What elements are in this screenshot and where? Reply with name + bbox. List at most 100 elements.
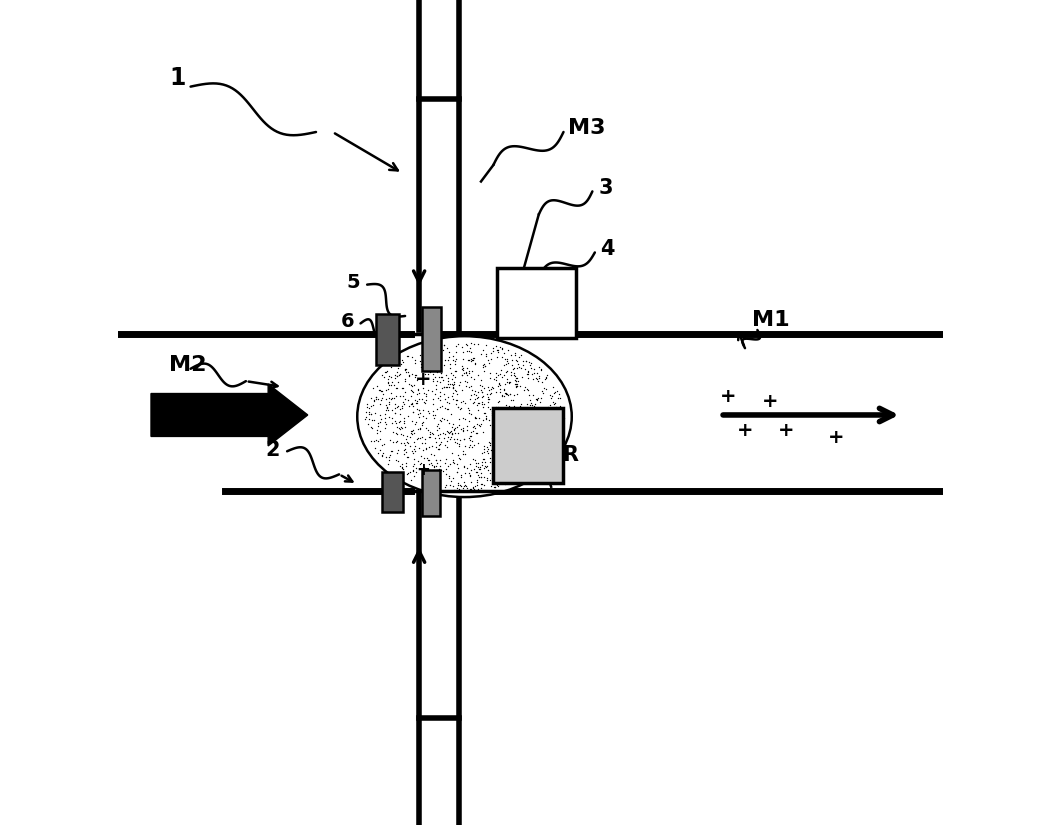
Point (454, 481, 471, 494)
Point (408, 396, 425, 409)
Point (509, 361, 526, 375)
Point (526, 363, 543, 376)
Point (498, 421, 515, 434)
Point (388, 365, 405, 379)
Point (471, 470, 488, 483)
Point (412, 348, 429, 361)
Point (414, 392, 431, 405)
Point (493, 427, 510, 441)
Point (540, 422, 557, 436)
Point (428, 378, 445, 391)
Point (441, 362, 458, 375)
Point (469, 475, 486, 488)
Point (484, 447, 501, 460)
Point (516, 423, 533, 436)
Point (456, 375, 473, 388)
Point (381, 433, 398, 446)
Point (449, 458, 466, 471)
Point (383, 444, 400, 457)
Point (474, 344, 491, 357)
Point (489, 409, 506, 422)
Point (472, 477, 489, 490)
Point (514, 370, 530, 383)
Point (358, 410, 375, 423)
Point (482, 451, 499, 464)
Point (396, 375, 413, 388)
Point (502, 349, 519, 362)
Text: +: + (415, 370, 432, 389)
Point (546, 441, 563, 455)
Point (485, 438, 502, 451)
Point (445, 479, 462, 493)
Point (378, 417, 395, 431)
Point (369, 416, 386, 429)
Point (388, 453, 405, 466)
Point (381, 369, 398, 382)
Point (512, 361, 529, 374)
Point (416, 342, 433, 355)
Point (488, 424, 505, 437)
Point (473, 446, 490, 460)
Point (472, 470, 489, 483)
Point (467, 480, 484, 493)
Point (528, 366, 545, 380)
Point (424, 360, 441, 373)
Point (493, 390, 510, 403)
Point (540, 437, 557, 450)
Point (490, 394, 507, 408)
Point (514, 463, 530, 476)
Point (542, 389, 559, 402)
Point (371, 408, 388, 422)
Point (498, 365, 515, 378)
Point (408, 432, 425, 446)
Point (480, 464, 497, 477)
Point (552, 402, 569, 415)
Point (455, 366, 472, 380)
Point (437, 438, 454, 451)
Point (515, 355, 532, 368)
Point (463, 389, 480, 402)
Point (511, 361, 528, 374)
Point (522, 403, 539, 416)
Point (487, 451, 504, 464)
Point (389, 375, 406, 389)
Point (502, 462, 519, 475)
Point (427, 409, 443, 422)
Point (363, 413, 380, 427)
Point (462, 482, 479, 495)
Point (407, 397, 424, 410)
Point (367, 390, 384, 403)
Point (551, 400, 568, 413)
Point (450, 400, 467, 413)
Point (468, 388, 485, 401)
Point (450, 412, 467, 426)
Point (458, 423, 475, 436)
Point (475, 478, 492, 492)
Point (498, 352, 515, 365)
Point (430, 417, 447, 431)
Point (470, 469, 487, 482)
Point (538, 369, 555, 382)
Point (411, 393, 428, 406)
Point (408, 387, 425, 400)
Point (547, 431, 564, 444)
Point (420, 423, 437, 436)
Point (404, 367, 421, 380)
Point (493, 389, 510, 402)
Point (467, 411, 484, 424)
Point (379, 365, 396, 378)
Point (456, 475, 473, 488)
Point (405, 379, 422, 392)
Point (436, 402, 453, 415)
Point (485, 345, 502, 358)
Point (527, 409, 544, 422)
Point (484, 342, 501, 355)
Point (458, 361, 475, 375)
Point (441, 458, 458, 471)
Point (442, 366, 459, 380)
Point (447, 370, 464, 384)
Point (455, 479, 472, 493)
Point (477, 412, 494, 426)
Point (453, 422, 470, 435)
Point (475, 453, 492, 466)
